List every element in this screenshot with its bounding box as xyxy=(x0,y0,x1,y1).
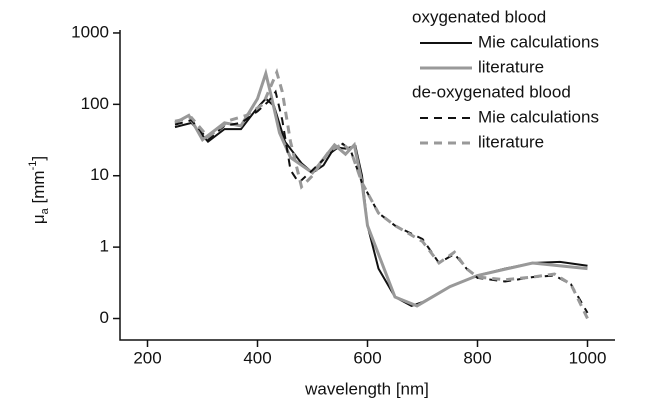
data-line xyxy=(174,97,588,307)
y-axis-label: μa [mm-1] xyxy=(27,156,51,224)
x-tick-label: 600 xyxy=(353,348,381,367)
y-tick-label: 100 xyxy=(81,94,109,113)
y-tick-label: 1000 xyxy=(71,22,109,41)
x-tick-label: 400 xyxy=(243,348,271,367)
legend-label: literature xyxy=(478,57,544,76)
x-tick-label: 1000 xyxy=(569,348,607,367)
y-tick-label: 10 xyxy=(90,165,109,184)
y-tick-label: 1 xyxy=(100,237,109,256)
x-tick-label: 800 xyxy=(463,348,491,367)
y-label-subscript: a xyxy=(39,207,51,214)
legend-label: Mie calculations xyxy=(478,107,599,126)
legend-label: literature xyxy=(478,132,544,151)
data-line xyxy=(174,67,589,320)
axes xyxy=(119,30,615,341)
x-tick-label: 200 xyxy=(133,348,161,367)
y-label-close: ] xyxy=(29,156,48,161)
legend-label: Mie calculations xyxy=(478,32,599,51)
y-label-superscript: -1 xyxy=(27,161,39,171)
y-label-unit: [mm xyxy=(29,170,48,208)
legend-group-title: oxygenated blood xyxy=(412,7,546,26)
legend-group-title: de-oxygenated blood xyxy=(412,82,571,101)
y-label-symbol: μ xyxy=(29,214,48,224)
y-tick-label: 0 xyxy=(100,308,109,327)
x-axis-label: wavelength [nm] xyxy=(304,379,429,398)
